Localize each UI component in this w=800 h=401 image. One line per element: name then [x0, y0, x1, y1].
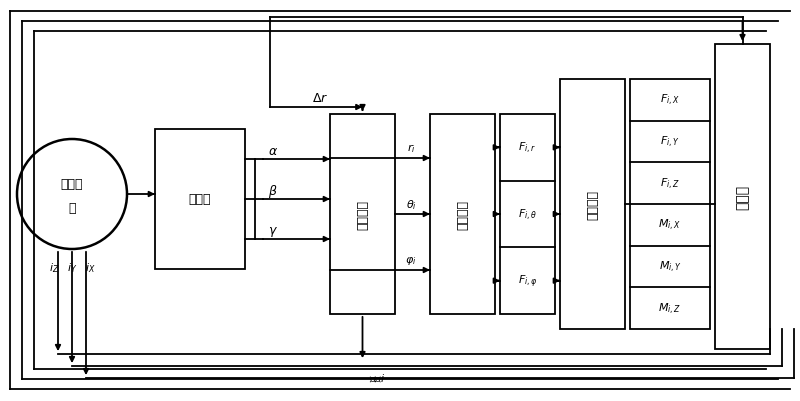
Bar: [430, 115, 495, 314]
Bar: [155, 130, 245, 269]
Text: $r_i$: $r_i$: [406, 142, 415, 155]
Text: $\gamma$: $\gamma$: [268, 225, 278, 239]
Text: $M_{i,X}$: $M_{i,X}$: [658, 218, 682, 233]
Bar: [715, 45, 770, 349]
Text: $\theta_i$: $\theta_i$: [406, 198, 417, 211]
Text: $\alpha$: $\alpha$: [268, 145, 278, 158]
Text: $i_X$: $i_X$: [85, 261, 95, 274]
Text: $F_{i,r}$: $F_{i,r}$: [518, 140, 537, 156]
Text: $\varphi_i$: $\varphi_i$: [406, 254, 417, 266]
Text: 坐标变换: 坐标变换: [356, 200, 369, 229]
Text: 球形电: 球形电: [61, 178, 83, 191]
Text: $F_{i,X}$: $F_{i,X}$: [660, 93, 680, 108]
Text: $F_{i,Z}$: $F_{i,Z}$: [660, 176, 680, 191]
Text: 线圈$i$: 线圈$i$: [370, 371, 386, 383]
Text: 广义逆: 广义逆: [735, 184, 750, 210]
Bar: [560, 80, 625, 329]
Text: $F_{i,\varphi}$: $F_{i,\varphi}$: [518, 273, 538, 289]
Bar: [630, 80, 710, 329]
Text: $\beta$: $\beta$: [268, 183, 278, 200]
Text: $M_{i,Y}$: $M_{i,Y}$: [658, 259, 682, 274]
Text: 电磁模型: 电磁模型: [456, 200, 469, 229]
Text: 机: 机: [68, 202, 76, 215]
Text: $F_{i,Y}$: $F_{i,Y}$: [660, 135, 680, 150]
Text: $F_{i,\theta}$: $F_{i,\theta}$: [518, 207, 537, 222]
Bar: [500, 115, 555, 314]
Text: $\Delta r$: $\Delta r$: [312, 91, 328, 104]
Text: 传感器: 传感器: [189, 193, 211, 206]
Text: $i_Z$: $i_Z$: [49, 261, 59, 274]
Text: $M_{i,Z}$: $M_{i,Z}$: [658, 301, 682, 316]
Text: $i_Y$: $i_Y$: [67, 261, 77, 274]
Text: 坐标变换: 坐标变换: [586, 190, 599, 219]
Bar: [330, 115, 395, 314]
